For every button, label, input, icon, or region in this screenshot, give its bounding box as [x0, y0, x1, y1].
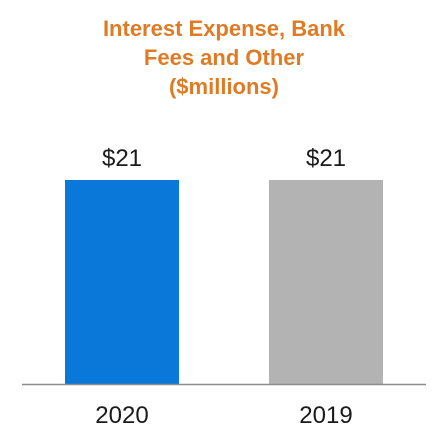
data-label-2019: $21: [306, 145, 346, 172]
category-label-2020: 2020: [95, 402, 148, 429]
chart-title-line-3: ($millions): [168, 74, 279, 99]
bar-2020: [65, 180, 179, 384]
chart-title-line-1: Interest Expense, Bank: [102, 16, 346, 41]
bar-2019: [269, 180, 383, 384]
chart-title: Interest Expense, Bank Fees and Other ($…: [0, 14, 448, 101]
category-label-2019: 2019: [299, 402, 352, 429]
data-label-2020: $21: [102, 145, 142, 172]
chart-title-line-2: Fees and Other: [143, 45, 305, 70]
